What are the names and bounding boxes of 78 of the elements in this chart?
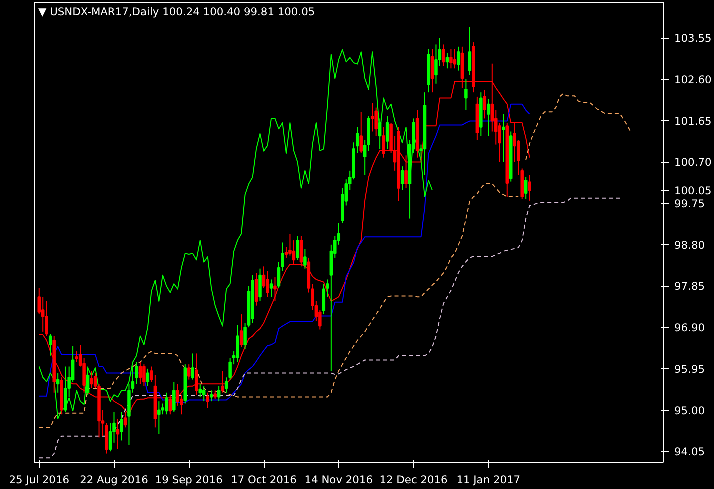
x-tick-label: 17 Oct 2016 [231, 474, 298, 486]
candlestick [142, 364, 146, 387]
y-tick-label: 101.65 [674, 114, 712, 128]
y-tick-label: 98.80 [674, 238, 706, 252]
candlestick [374, 107, 378, 137]
candlestick [524, 176, 528, 200]
candlestick [191, 353, 194, 380]
candlestick [300, 236, 304, 268]
candlestick [202, 386, 206, 402]
candlestick [322, 284, 326, 316]
candlestick [528, 174, 532, 202]
candlestick [292, 240, 296, 265]
y-tick-label: 102.60 [674, 74, 712, 87]
candlestick [158, 401, 161, 435]
candlestick [224, 377, 228, 394]
candlestick [464, 79, 468, 110]
candlestick [240, 314, 244, 348]
candlestick [206, 392, 210, 409]
candlestick [487, 98, 490, 137]
y-tick-label: 100.05 [674, 184, 712, 198]
x-tick-label: 22 Aug 2016 [80, 474, 149, 486]
candlestick [258, 268, 262, 302]
candlestick [450, 48, 453, 70]
candlestick [48, 334, 52, 356]
x-tick-label: 11 Jan 2017 [456, 474, 521, 486]
candlestick [90, 370, 94, 390]
candlestick [266, 270, 270, 298]
y-tick-label: 97.85 [674, 280, 706, 294]
candlestick [138, 362, 142, 385]
candlestick [502, 114, 506, 163]
candlestick [198, 384, 202, 398]
candlestick [446, 52, 450, 70]
candlestick [296, 236, 300, 261]
candlestick [430, 48, 434, 94]
candlestick [483, 90, 487, 120]
candlestick [86, 366, 90, 396]
candlestick [404, 155, 408, 189]
candlestick [221, 370, 224, 394]
candlestick [172, 381, 176, 413]
candlestick [400, 166, 404, 192]
x-tick-label: 19 Sep 2016 [155, 474, 224, 486]
candlestick [270, 279, 274, 298]
candlestick [217, 386, 221, 402]
candlestick [45, 300, 48, 337]
candlestick [64, 366, 68, 413]
candlestick [194, 353, 198, 396]
candlestick [146, 368, 150, 387]
candlestick [188, 364, 191, 380]
y-tick-label: 96.90 [674, 322, 706, 335]
x-tick-label: 25 Jul 2016 [9, 474, 70, 486]
candlestick [360, 112, 363, 154]
candlestick [382, 126, 386, 158]
y-tick-label: 99.75 [674, 198, 706, 211]
candlestick [453, 48, 457, 70]
candlestick [378, 118, 382, 150]
candlestick [442, 44, 446, 67]
candlestick [120, 412, 124, 442]
y-tick-label: 94.05 [674, 446, 706, 459]
candlestick [457, 46, 460, 72]
candlestick [468, 26, 472, 76]
chart-title: ▼ USNDX-MAR17,Daily 100.24 100.40 99.81 100.05 [38, 6, 316, 18]
y-tick-label: 100.70 [674, 156, 712, 170]
candlestick [274, 277, 277, 302]
y-tick-label: 103.55 [674, 32, 712, 46]
candlestick [254, 272, 258, 306]
candlestick [386, 116, 390, 150]
y-tick-label: 95.95 [674, 362, 706, 376]
candlestick [370, 102, 374, 132]
candlestick [210, 390, 214, 402]
candlestick [236, 324, 240, 363]
x-tick-label: 14 Nov 2016 [304, 474, 374, 486]
candlestick [304, 248, 307, 270]
candlestick [116, 418, 120, 450]
y-tick-label: 95.00 [674, 404, 706, 418]
candlestick [165, 392, 168, 416]
candlestick [56, 372, 60, 394]
x-tick-label: 12 Dec 2016 [380, 474, 448, 486]
candlestick [75, 351, 78, 363]
